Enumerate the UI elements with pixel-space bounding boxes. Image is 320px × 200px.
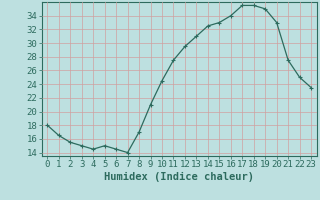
X-axis label: Humidex (Indice chaleur): Humidex (Indice chaleur) bbox=[104, 172, 254, 182]
